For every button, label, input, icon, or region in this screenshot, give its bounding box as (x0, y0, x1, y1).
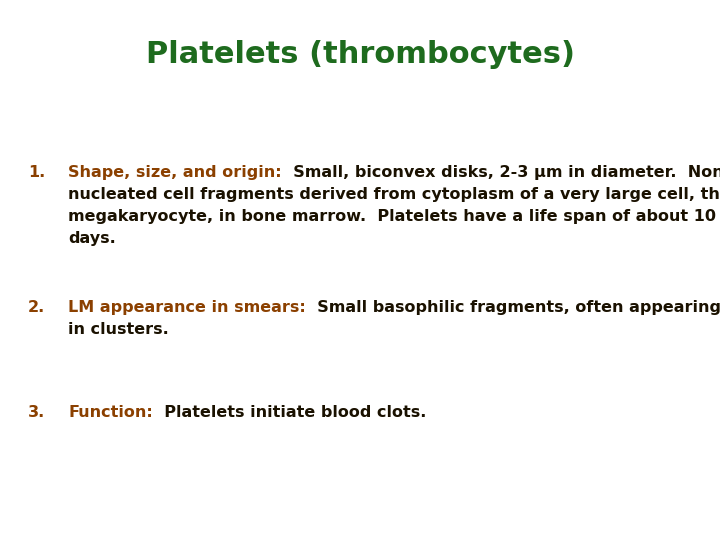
Text: Shape, size, and origin:: Shape, size, and origin: (68, 165, 282, 180)
Text: Function:: Function: (68, 405, 153, 420)
Text: Small, biconvex disks, 2-3 μm in diameter.  Non-: Small, biconvex disks, 2-3 μm in diamete… (282, 165, 720, 180)
Text: Platelets initiate blood clots.: Platelets initiate blood clots. (153, 405, 426, 420)
Text: in clusters.: in clusters. (68, 322, 168, 337)
Text: 1.: 1. (28, 165, 45, 180)
Text: nucleated cell fragments derived from cytoplasm of a very large cell, the: nucleated cell fragments derived from cy… (68, 187, 720, 202)
Text: LM appearance in smears:: LM appearance in smears: (68, 300, 306, 315)
Text: days.: days. (68, 231, 116, 246)
Text: megakaryocyte, in bone marrow.  Platelets have a life span of about 10: megakaryocyte, in bone marrow. Platelets… (68, 209, 716, 224)
Text: 2.: 2. (28, 300, 45, 315)
Text: Platelets (thrombocytes): Platelets (thrombocytes) (145, 40, 575, 69)
Text: Small basophilic fragments, often appearing: Small basophilic fragments, often appear… (306, 300, 720, 315)
Text: 3.: 3. (28, 405, 45, 420)
